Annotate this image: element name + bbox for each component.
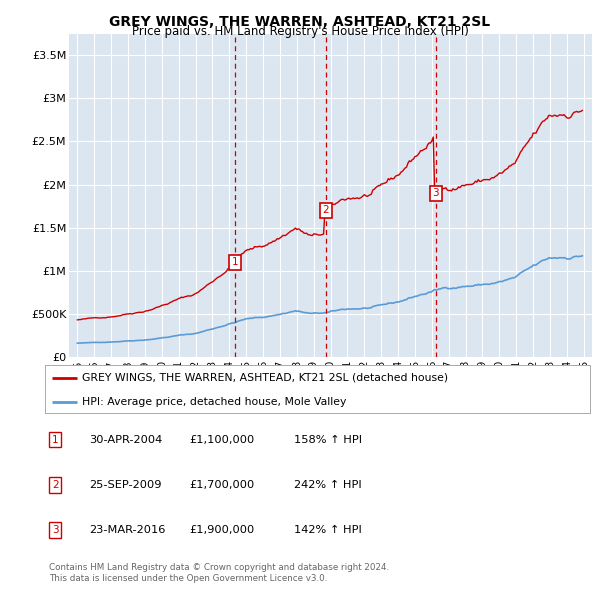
Text: 2: 2 (52, 480, 59, 490)
Text: 1: 1 (232, 257, 238, 267)
Text: 2: 2 (323, 205, 329, 215)
Text: 30-APR-2004: 30-APR-2004 (89, 435, 162, 444)
Text: 242% ↑ HPI: 242% ↑ HPI (294, 480, 362, 490)
Text: 3: 3 (52, 525, 59, 535)
Text: £1,100,000: £1,100,000 (189, 435, 254, 444)
Text: This data is licensed under the Open Government Licence v3.0.: This data is licensed under the Open Gov… (49, 574, 328, 583)
Text: 3: 3 (433, 188, 439, 198)
Text: GREY WINGS, THE WARREN, ASHTEAD, KT21 2SL (detached house): GREY WINGS, THE WARREN, ASHTEAD, KT21 2S… (82, 373, 448, 383)
Text: GREY WINGS, THE WARREN, ASHTEAD, KT21 2SL: GREY WINGS, THE WARREN, ASHTEAD, KT21 2S… (109, 15, 491, 30)
Text: 142% ↑ HPI: 142% ↑ HPI (294, 525, 362, 535)
Text: Contains HM Land Registry data © Crown copyright and database right 2024.: Contains HM Land Registry data © Crown c… (49, 563, 389, 572)
Text: 23-MAR-2016: 23-MAR-2016 (89, 525, 165, 535)
Text: 158% ↑ HPI: 158% ↑ HPI (294, 435, 362, 444)
Text: £1,900,000: £1,900,000 (189, 525, 254, 535)
Text: £1,700,000: £1,700,000 (189, 480, 254, 490)
Text: HPI: Average price, detached house, Mole Valley: HPI: Average price, detached house, Mole… (82, 397, 346, 407)
Text: 25-SEP-2009: 25-SEP-2009 (89, 480, 161, 490)
Text: 1: 1 (52, 435, 59, 444)
Text: Price paid vs. HM Land Registry's House Price Index (HPI): Price paid vs. HM Land Registry's House … (131, 25, 469, 38)
